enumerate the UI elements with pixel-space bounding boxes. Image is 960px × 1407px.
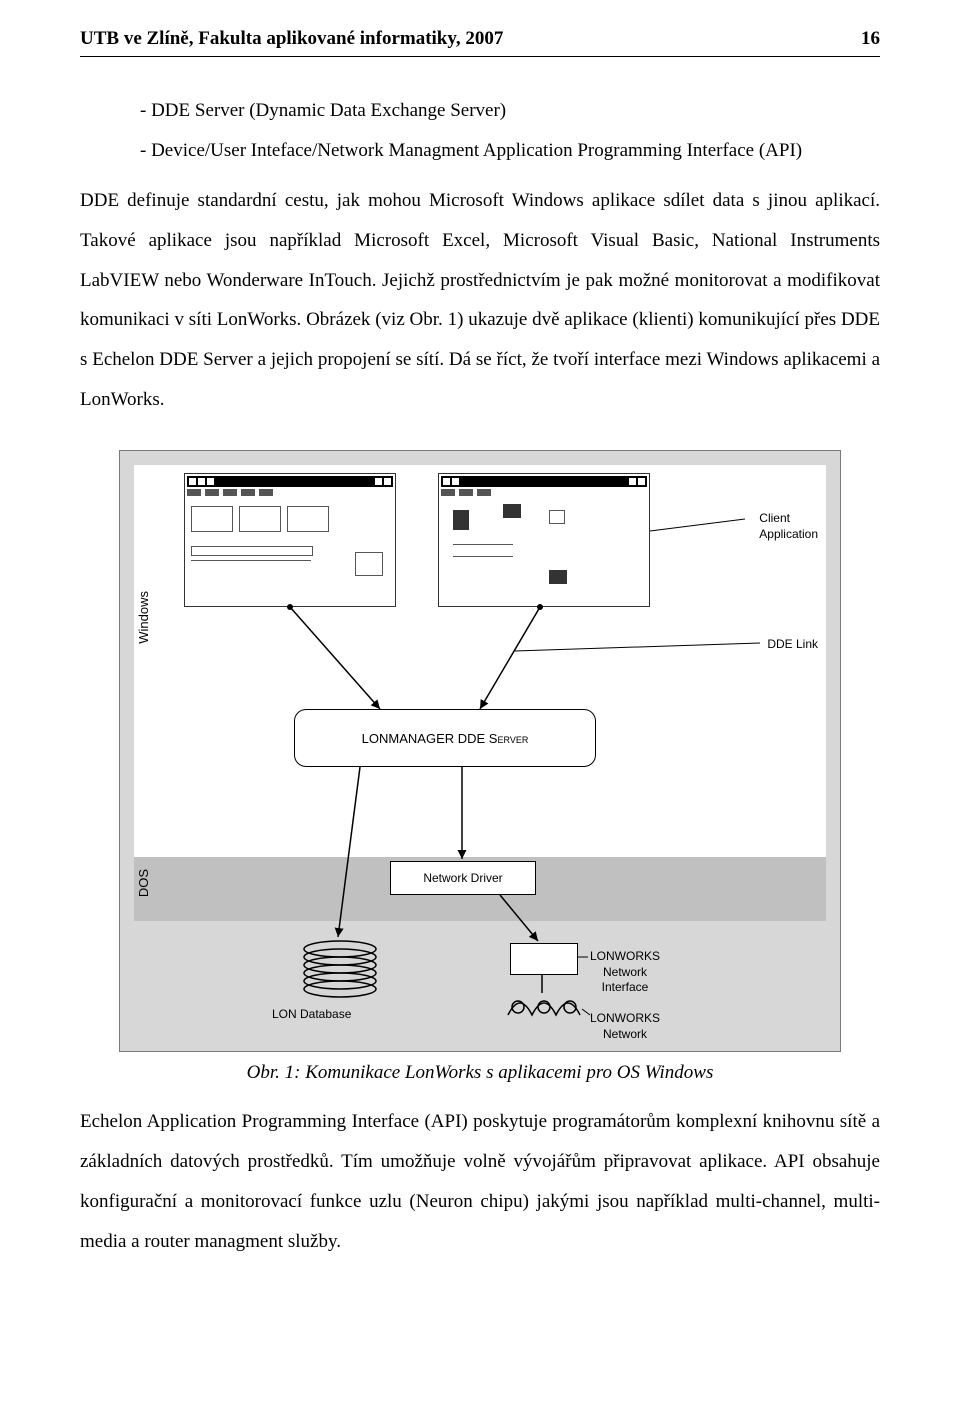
client-window xyxy=(184,473,396,607)
client-window xyxy=(438,473,650,607)
network-interface-box xyxy=(510,943,578,975)
diagram: Windows DOS xyxy=(119,450,841,1052)
bullet-list: - DDE Server (Dynamic Data Exchange Serv… xyxy=(80,91,880,171)
bullet-item: - Device/User Inteface/Network Managment… xyxy=(140,131,880,171)
window-body xyxy=(185,500,395,600)
header-title: UTB ve Zlíně, Fakulta aplikované informa… xyxy=(80,28,503,50)
lon-database-label: LON Database xyxy=(272,1007,351,1021)
figure: Windows DOS xyxy=(80,450,880,1052)
client-app-label: Client Application xyxy=(759,511,818,542)
network-interface-label: LONWORKS Network Interface xyxy=(590,949,660,996)
dde-link-label: DDE Link xyxy=(767,637,818,653)
dos-label: DOS xyxy=(136,869,151,897)
paragraph: DDE definuje standardní cestu, jak mohou… xyxy=(80,181,880,420)
menubar-icon xyxy=(441,489,647,498)
paragraph: Echelon Application Programming Interfac… xyxy=(80,1102,880,1262)
figure-caption: Obr. 1: Komunikace LonWorks s aplikacemi… xyxy=(80,1062,880,1084)
bullet-item: - DDE Server (Dynamic Data Exchange Serv… xyxy=(140,91,880,131)
network-driver-box: Network Driver xyxy=(390,861,536,895)
titlebar-icon xyxy=(441,476,647,487)
network-icon xyxy=(506,991,582,1019)
dde-server-label: LONMANAGER DDE Server xyxy=(362,731,529,746)
header-page-number: 16 xyxy=(861,28,880,50)
database-icon xyxy=(295,939,385,1001)
titlebar-icon xyxy=(187,476,393,487)
lonworks-network-label: LONWORKS Network xyxy=(590,1011,660,1042)
menubar-icon xyxy=(187,489,393,498)
windows-label: Windows xyxy=(136,591,151,644)
network-driver-label: Network Driver xyxy=(423,871,502,885)
page-header: UTB ve Zlíně, Fakulta aplikované informa… xyxy=(80,28,880,57)
window-body xyxy=(439,500,649,600)
dde-server-box: LONMANAGER DDE Server xyxy=(294,709,596,767)
page: UTB ve Zlíně, Fakulta aplikované informa… xyxy=(0,0,960,1302)
